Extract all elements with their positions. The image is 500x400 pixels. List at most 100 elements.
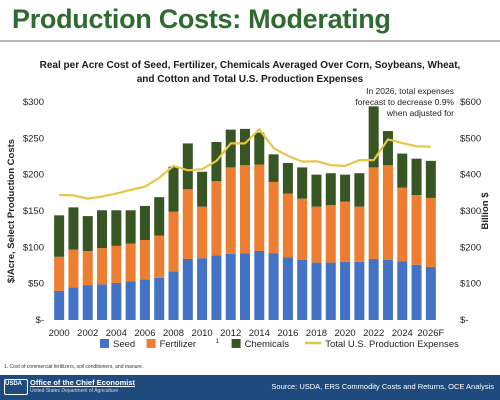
bar-fertilizer [382,165,393,260]
bar-fertilizer [68,249,79,288]
legend-label-chemicals: Chemicals [245,339,290,350]
legend-superscript: 1 [216,339,220,345]
bar-chemicals [225,129,236,168]
bar-seed [54,290,65,320]
y-tick-right: $600 [460,97,481,108]
footer-bar [0,375,500,400]
y-tick-right: $100 [460,279,481,290]
bar-chemicals [325,173,336,206]
bar-seed [254,250,265,320]
bar-seed [325,262,336,320]
bar-chemicals [411,158,422,196]
office-name[interactable]: Office of the Chief Economist [30,378,136,387]
bar-chemicals [82,216,93,251]
line-total-production-expenses [59,128,431,200]
bar-fertilizer [125,243,136,282]
bar-chemicals [239,128,251,166]
y-tick-right: $- [460,315,468,326]
bar-fertilizer [225,167,236,254]
legend-swatch-chemicals [231,339,241,348]
y-tick-left: $- [36,315,44,326]
annotation-line: In 2026, total expenses [366,86,454,96]
bar-chemicals [168,166,179,212]
bar-fertilizer [297,198,308,260]
chart-legend: Seed Fertilizer 1 Chemicals Total U.S. Produ… [100,339,459,350]
bar-seed [68,287,79,320]
bar-seed [354,261,365,320]
bar-seed [97,284,108,320]
x-tick: 2010 [192,328,213,339]
bar-fertilizer [211,181,222,256]
y-axis-right-label: Billion $ [480,192,491,230]
legend-swatch-seed [100,339,109,348]
y-axis-right: $- $100 $200 $300 $400 $500 $600 Billion $ [460,97,491,326]
x-tick: 2026F [417,328,444,339]
bar-chemicals [139,205,150,241]
title-divider [0,40,500,42]
bar-chemicals [297,167,308,199]
bar-seed [297,259,308,320]
x-tick: 2012 [220,328,241,339]
bar-fertilizer [197,206,208,259]
bar-chemicals [154,197,165,236]
chart-title-line-1: Real per Acre Cost of Seed, Fertilizer, … [40,60,461,71]
x-tick: 2008 [163,328,184,339]
y-axis-left-label: $/Acre, Select Production Costs [6,139,17,283]
bar-seed [154,277,165,320]
x-axis: 2000 2002 2004 2006 2008 2010 2012 2014 2016 2018… [49,328,445,339]
bar-fertilizer [354,206,365,262]
bar-chemicals [254,132,265,165]
legend-label-fertilizer: Fertilizer [160,339,196,350]
y-tick-left: $250 [23,133,44,144]
bar-fertilizer [54,256,65,291]
bar-chemicals [425,160,436,198]
bar-chemicals [368,106,379,168]
bar-seed [411,264,422,320]
bar-fertilizer [97,248,108,285]
bar-fertilizer [425,197,436,267]
bar-seed [125,281,136,320]
y-tick-right: $500 [460,133,481,144]
y-axis-left: $- $50 $100 $150 $200 $250 $300 $/Acre, Select … [6,97,44,326]
annotation-line: when adjusted for [386,108,454,118]
department-name: United States Department of Agriculture [30,388,119,394]
x-tick: 2020 [335,328,356,339]
y-tick-left: $150 [23,206,44,217]
source-note: Source: USDA, ERS Commodity Costs and Re… [271,382,494,391]
bar-chemicals [54,215,65,257]
y-tick-left: $50 [28,279,44,290]
bar-fertilizer [368,167,379,259]
x-tick: 2002 [77,328,98,339]
bar-fertilizer [154,235,165,278]
bar-fertilizer [268,181,279,254]
bar-chemicals [382,131,393,166]
legend-label-total-production-expenses: Total U.S. Production Expenses [325,339,459,350]
bar-seed [197,258,208,320]
x-tick: 2022 [363,328,384,339]
bar-fertilizer [254,164,265,251]
bar-chemicals [68,207,79,250]
bar-seed [82,285,93,320]
chart: Real per Acre Cost of Seed, Fertilizer, … [6,60,491,350]
bar-fertilizer [411,195,422,265]
bar-fertilizer [111,245,122,283]
slide-title: Production Costs: Moderating [12,4,391,34]
y-tick-right: $400 [460,170,481,181]
bar-seed [268,253,279,320]
annotation-line: forecast to decrease 0.9% [355,97,454,107]
footnote: 1. Cost of commercial fertilizers, soil … [4,364,144,370]
bar-chemicals [97,210,108,249]
legend-label-seed: Seed [113,339,135,350]
bar-seed [225,253,236,320]
bar-seed [340,261,351,320]
bar-fertilizer [325,205,336,263]
bar-seed [425,266,436,320]
bar-chemicals [354,173,365,207]
bar-fertilizer [397,187,408,262]
x-tick: 2006 [134,328,155,339]
usda-logo-text: USDA [5,381,23,387]
y-tick-left: $200 [23,170,44,181]
bar-fertilizer [139,240,150,280]
bar-seed [397,261,408,320]
